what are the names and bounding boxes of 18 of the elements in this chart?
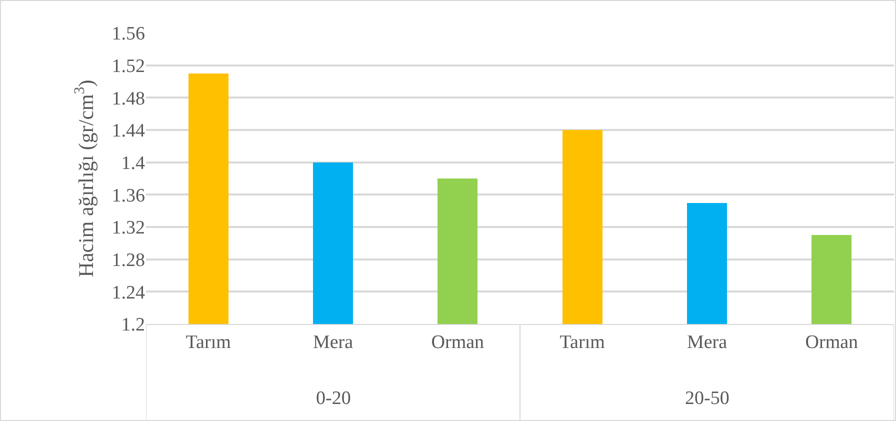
y-tick-label: 1.2 xyxy=(121,314,145,336)
text: 0-20 xyxy=(316,388,351,409)
y-tick-label: 1.56 xyxy=(112,24,145,45)
y-tick-label: 1.4 xyxy=(121,152,146,174)
y-tick-label: 1.44 xyxy=(112,120,146,142)
x-tick-label: Tarım xyxy=(186,332,232,353)
x-tick-label: Orman xyxy=(431,332,485,353)
y-tick-label: 1.32 xyxy=(112,218,145,239)
y-tick-label: 1.24 xyxy=(112,282,146,304)
y-tick-label: 1.28 xyxy=(112,250,145,271)
x-tick-label: Orman xyxy=(805,332,859,353)
text: 20-50 xyxy=(685,388,730,409)
y-tick-label: 1.52 xyxy=(112,56,145,77)
y-tick-label: 1.48 xyxy=(112,88,145,110)
y-tick-label: 1.36 xyxy=(112,185,145,206)
x-tick-label: Mera xyxy=(312,332,354,353)
x-tick-label: Mera xyxy=(686,332,728,353)
x-tick-label: Tarım xyxy=(560,332,606,353)
